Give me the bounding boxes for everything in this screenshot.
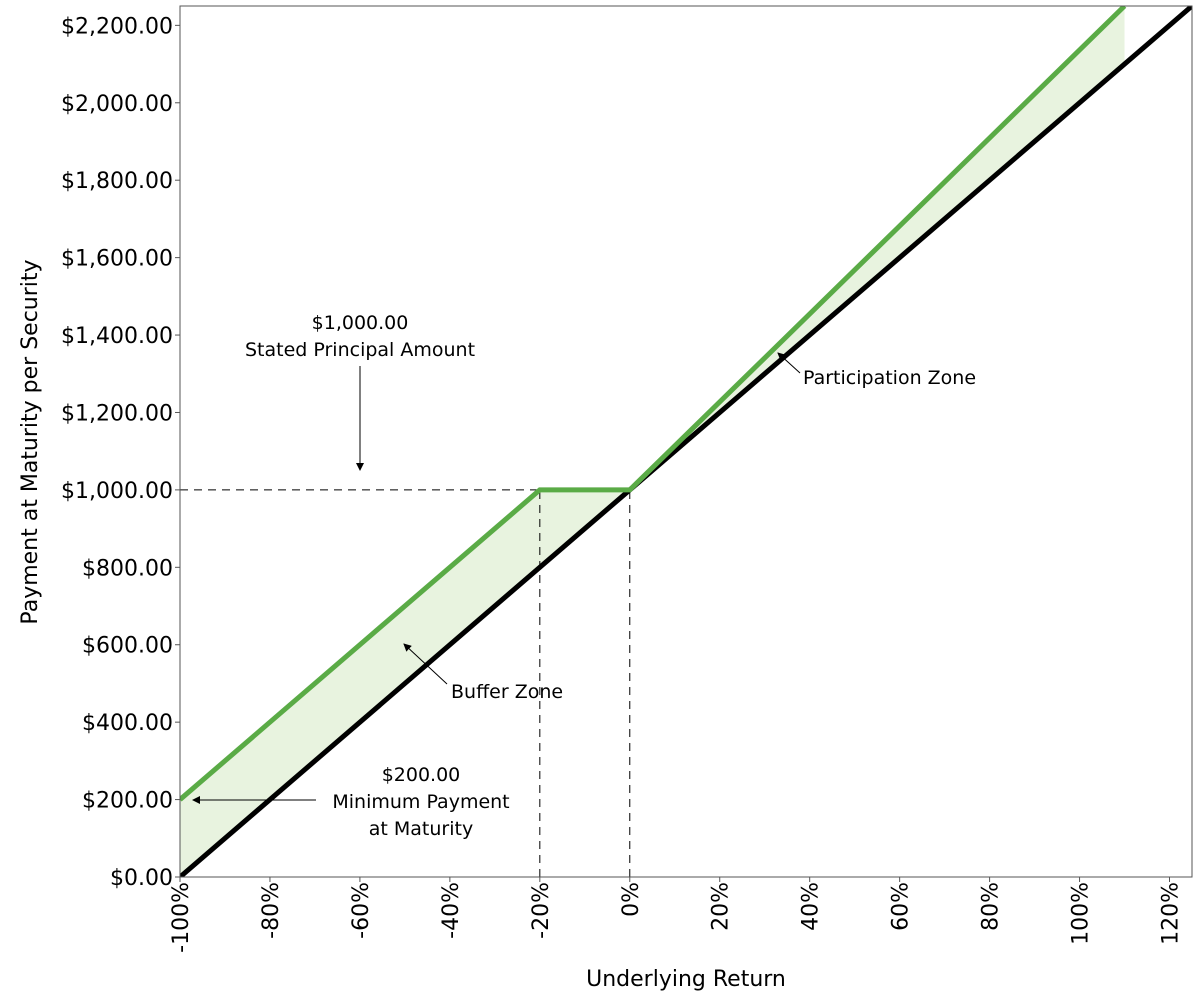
annotation-participation-zone-label: Participation Zone [803, 367, 976, 389]
y-tick-label: $1,400.00 [61, 324, 173, 349]
buffer-zone-arrow [403, 643, 448, 685]
y-tick-label: $1,600.00 [61, 247, 173, 272]
y-axis-ticks: $0.00 $200.00 $400.00 $600.00 $800.00 $1,000.… [61, 14, 180, 891]
x-tick-label: -100% [169, 882, 194, 953]
reference-lines-layer [180, 489, 631, 877]
y-tick-label: $1,000.00 [61, 479, 173, 504]
series-line-2 [180, 6, 1192, 877]
x-tick-label: 100% [1069, 882, 1094, 945]
y-tick-label: $600.00 [82, 634, 173, 659]
x-axis-title: Underlying Return [586, 967, 786, 992]
x-tick-label: 0% [619, 882, 644, 917]
y-tick-label: $2,200.00 [61, 14, 173, 39]
plot-frame [179, 5, 1193, 878]
annotation-buffer-zone: Buffer Zone [403, 643, 563, 703]
shaded-region-layer [180, 6, 1125, 877]
annotation-minimum-payment-line-3: at Maturity [369, 818, 473, 840]
x-tick-label: -80% [259, 882, 284, 939]
y-tick-label: $1,200.00 [61, 401, 173, 426]
annotation-stated-principal: $1,000.00 Stated Principal Amount [245, 312, 475, 471]
x-tick-label: 80% [979, 882, 1004, 931]
x-tick-label: -20% [529, 882, 554, 939]
y-tick-label: $2,000.00 [61, 92, 173, 117]
y-tick-label: $200.00 [82, 789, 173, 814]
y-tick-label: $400.00 [82, 711, 173, 736]
annotation-participation-zone: Participation Zone [777, 352, 976, 389]
y-tick-label: $1,800.00 [61, 169, 173, 194]
annotation-minimum-payment-line-1: $200.00 [382, 764, 461, 786]
y-tick-label: $0.00 [110, 866, 173, 891]
series-layer [180, 6, 1192, 877]
x-tick-label: -60% [349, 882, 374, 939]
annotation-minimum-payment-line-2: Minimum Payment [332, 791, 509, 813]
x-tick-label: 120% [1159, 882, 1184, 945]
annotation-buffer-zone-label: Buffer Zone [451, 681, 563, 703]
annotation-stated-principal-line-1: $1,000.00 [312, 312, 409, 334]
annotation-minimum-payment: $200.00 Minimum Payment at Maturity [192, 764, 510, 840]
participation-zone-arrow [777, 352, 801, 374]
y-axis-title: Payment at Maturity per Security [18, 259, 43, 624]
x-tick-label: -40% [439, 882, 464, 939]
x-tick-label: 40% [799, 882, 824, 931]
shaded-region [180, 6, 1125, 877]
y-tick-label: $800.00 [82, 556, 173, 581]
x-tick-label: 60% [889, 882, 914, 931]
x-axis-ticks: -100% -80% -60% -40% -20% 0% 20% 40% 60% 80% 100% 1… [169, 877, 1184, 953]
annotation-stated-principal-line-2: Stated Principal Amount [245, 339, 475, 361]
x-tick-label: 20% [709, 882, 734, 931]
series-line-1 [180, 6, 1127, 802]
